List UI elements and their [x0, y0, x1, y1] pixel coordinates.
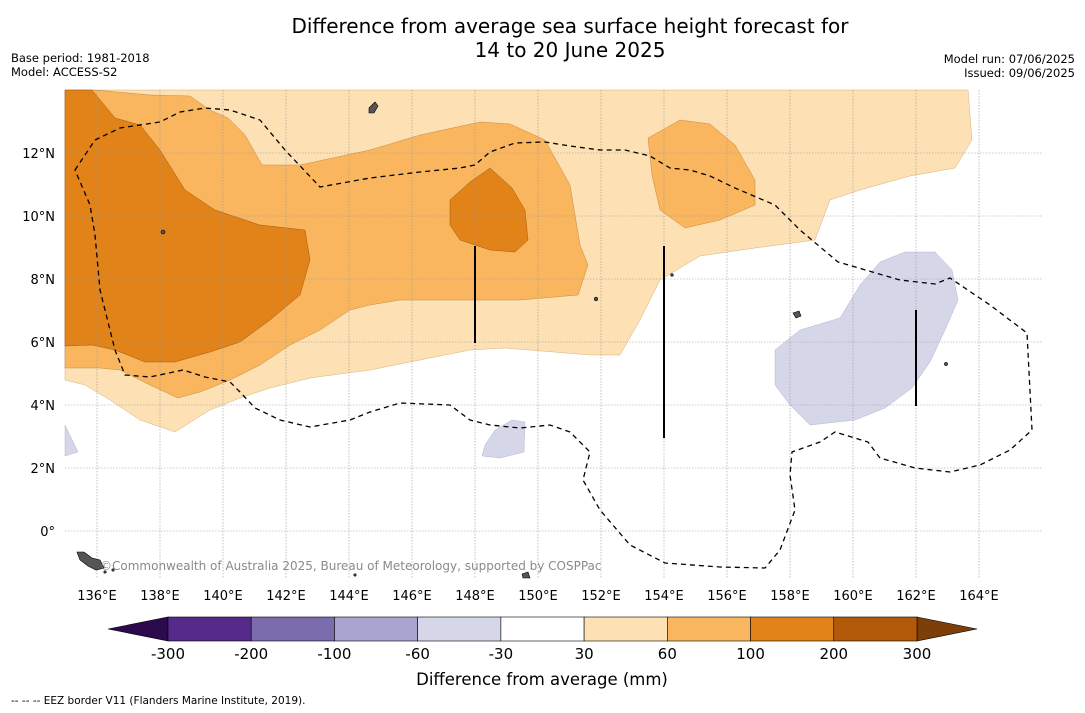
colorbar-over-arrow: [916, 616, 978, 642]
lon-label-142e: 142°E: [266, 589, 306, 604]
gridlines: [65, 90, 1043, 578]
model-run: Model run: 07/06/2025: [943, 52, 1075, 66]
colorbar-under-arrow: [107, 616, 169, 642]
longitude-labels: 136°E 138°E 140°E 142°E 144°E 146°E 148°…: [77, 589, 999, 604]
base-period: Base period: 1981-2018: [11, 51, 150, 65]
colorbar-title: Difference from average (mm): [416, 670, 668, 689]
colorbar-swatch: [833, 616, 918, 642]
colorbar-tick-label: 30: [575, 645, 594, 663]
colorbar-swatch: [250, 616, 335, 642]
lon-label-144e: 144°E: [329, 589, 369, 604]
lat-label-4n: 4°N: [31, 399, 56, 414]
colorbar-tick-label: 60: [658, 645, 677, 663]
negative-anomaly-patch: [481, 419, 526, 459]
colorbar-tick-label: -200: [234, 645, 268, 663]
anomaly-100-200-region: [64, 89, 311, 363]
negative-anomaly-edge: [64, 424, 79, 457]
lon-label-152e: 152°E: [581, 589, 621, 604]
negative-anomaly-region: [774, 251, 959, 426]
lon-label-146e: 146°E: [392, 589, 432, 604]
colorbar-tick-label: 100: [736, 645, 765, 663]
colorbar-tick-label: 300: [903, 645, 932, 663]
lon-label-154e: 154°E: [644, 589, 684, 604]
issued-date: Issued: 09/06/2025: [964, 66, 1075, 80]
islands: [76, 101, 948, 579]
colorbar: -300 -200 -100 -60 -30 30 60 100 200 300 Differen…: [107, 616, 978, 689]
lon-label-138e: 138°E: [140, 589, 180, 604]
colorbar-tick-label: -100: [317, 645, 351, 663]
lon-label-160e: 160°E: [833, 589, 873, 604]
colorbar-tick-label: -60: [405, 645, 430, 663]
run-info: Model run: 07/06/2025 Issued: 09/06/2025: [944, 52, 1075, 80]
eez-footnote: -- -- -- EEZ border V11 (Flanders Marine…: [11, 695, 306, 707]
colorbar-swatch: [583, 616, 668, 642]
model-name: Model: ACCESS-S2: [11, 65, 118, 79]
colorbar-swatch: [500, 616, 585, 642]
lat-label-12n: 12°N: [22, 147, 55, 162]
lon-label-148e: 148°E: [455, 589, 495, 604]
lat-label-0: 0°: [40, 525, 55, 540]
lon-label-140e: 140°E: [203, 589, 243, 604]
lon-label-158e: 158°E: [770, 589, 810, 604]
lon-label-150e: 150°E: [518, 589, 558, 604]
colorbar-tick-label: -300: [151, 645, 185, 663]
colorbar-swatch: [667, 616, 751, 642]
colorbar-swatch: [750, 616, 835, 642]
lat-label-2n: 2°N: [31, 462, 56, 477]
lat-label-10n: 10°N: [22, 210, 55, 225]
colorbar-swatch: [417, 616, 502, 642]
title-line-2: 14 to 20 June 2025: [474, 38, 666, 62]
lon-label-136e: 136°E: [77, 589, 117, 604]
lon-label-164e: 164°E: [959, 589, 999, 604]
colorbar-swatch: [334, 616, 418, 642]
title-line-1: Difference from average sea surface heig…: [291, 14, 849, 38]
lat-label-6n: 6°N: [31, 336, 56, 351]
colorbar-tick-label: -30: [489, 645, 514, 663]
colorbar-swatch: [167, 616, 252, 642]
colorbar-tick-label: 200: [819, 645, 848, 663]
lon-label-162e: 162°E: [896, 589, 936, 604]
lon-label-156e: 156°E: [707, 589, 747, 604]
copyright-text: ©Commonwealth of Australia 2025, Bureau …: [100, 559, 602, 573]
map-title: Difference from average sea surface heig…: [0, 14, 1085, 62]
latitude-labels: 12°N 10°N 8°N 6°N 4°N 2°N 0°: [22, 147, 55, 540]
anomaly-100-200-patch: [449, 167, 529, 253]
lat-label-8n: 8°N: [31, 273, 56, 288]
model-info: Base period: 1981-2018 Model: ACCESS-S2: [11, 51, 150, 79]
